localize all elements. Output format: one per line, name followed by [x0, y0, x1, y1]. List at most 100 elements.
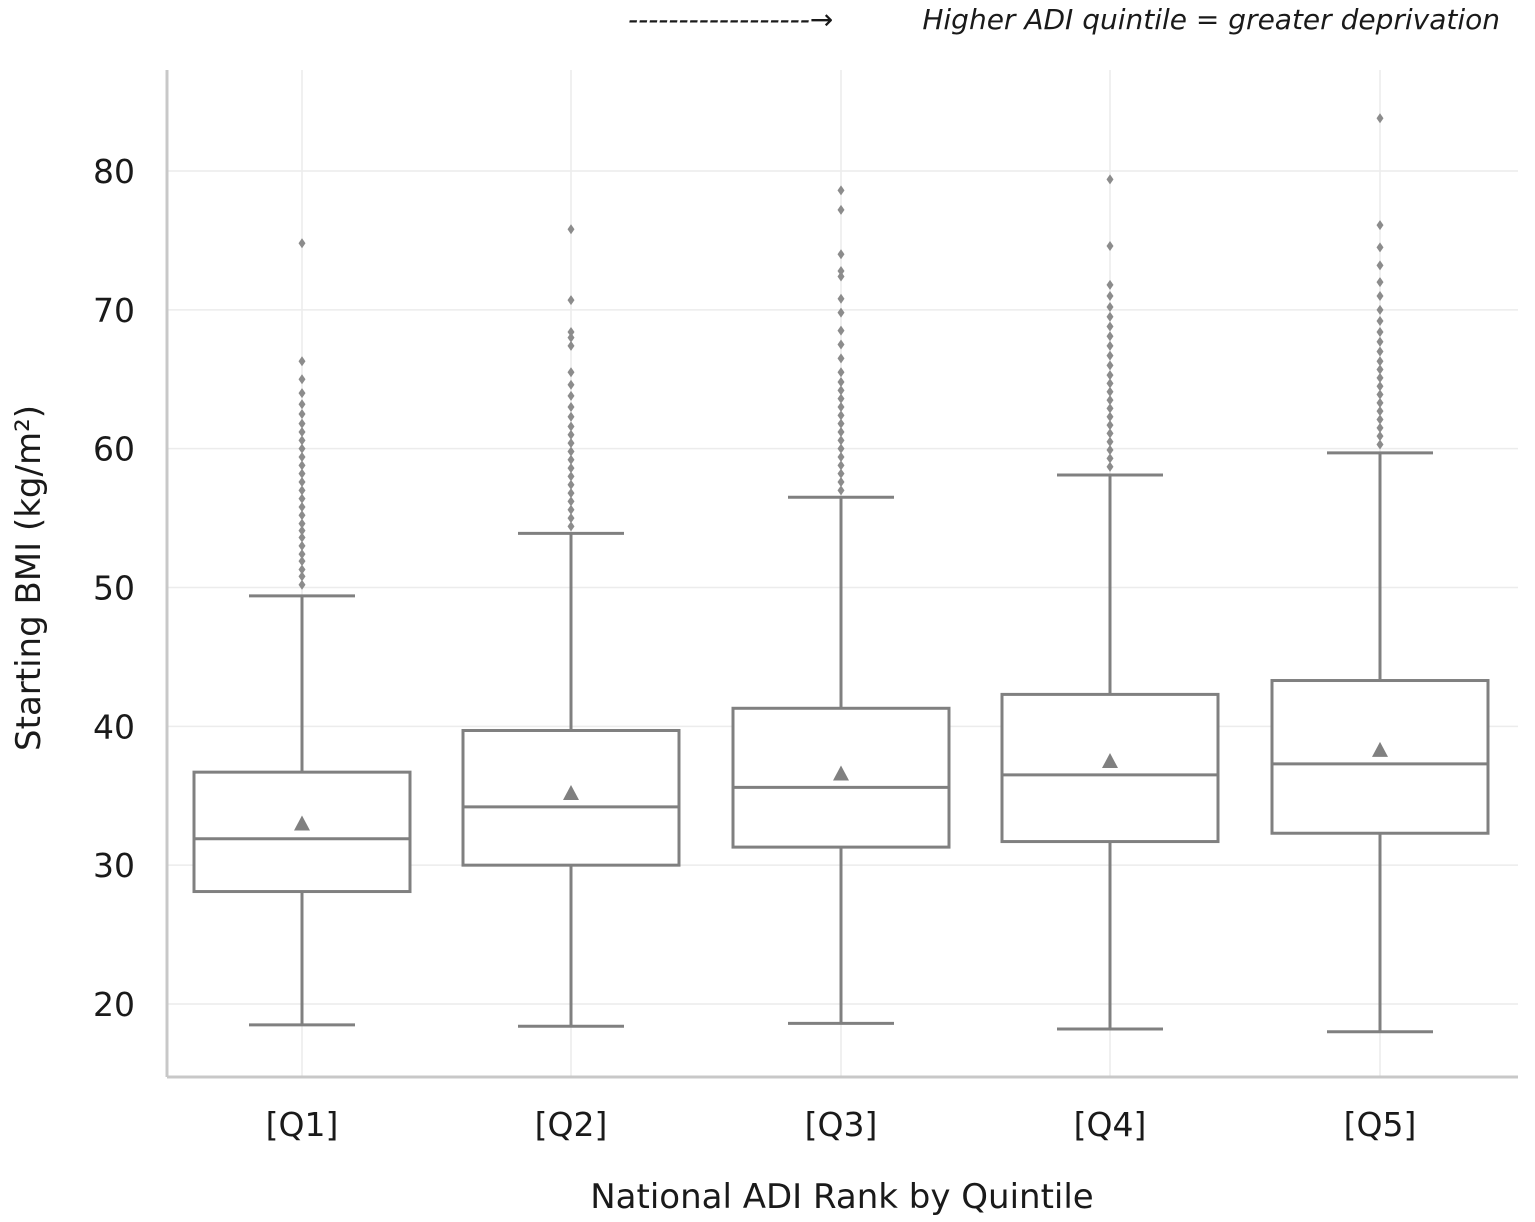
outlier-point [1106, 321, 1114, 332]
outlier-point [837, 185, 845, 196]
outlier-point [567, 379, 575, 390]
outlier-point [1376, 346, 1384, 357]
boxes [192, 113, 1490, 1034]
outlier-point [837, 410, 845, 421]
outlier-point [298, 556, 306, 567]
x-tick-label: [Q5] [1344, 1105, 1417, 1144]
outlier-point [1376, 389, 1384, 400]
outlier-point [1376, 406, 1384, 417]
y-axis-label: Starting BMI (kg/m²) [9, 405, 49, 751]
iqr-box [192, 770, 412, 894]
outlier-point [567, 496, 575, 507]
outlier-point [1376, 336, 1384, 347]
y-tick-label: 30 [93, 846, 135, 885]
deprivation-arrow: ------------------→ [628, 3, 833, 36]
outlier-point [567, 224, 575, 235]
mean-marker [1102, 753, 1118, 769]
outlier-point [567, 463, 575, 474]
y-tick-label: 60 [93, 430, 135, 469]
outlier-point [837, 443, 845, 454]
outlier-point [567, 340, 575, 351]
outlier-point [1376, 439, 1384, 450]
box-group-2 [461, 224, 681, 1028]
mean-marker [1372, 741, 1388, 757]
outlier-point [1376, 304, 1384, 315]
outlier-point [837, 377, 845, 388]
outlier-point [837, 418, 845, 429]
mean-marker [563, 784, 579, 800]
outlier-point [1106, 403, 1114, 414]
y-tick-label: 80 [93, 152, 135, 191]
mean-marker [833, 765, 849, 781]
outlier-point [837, 204, 845, 215]
outlier-point [1106, 461, 1114, 472]
outlier-point [837, 249, 845, 260]
outlier-point [1106, 420, 1114, 431]
x-tick-labels: [Q1] [Q2] [Q3] [Q4] [Q5] [266, 1105, 1417, 1144]
y-tick-label: 40 [93, 707, 135, 746]
outlier-point [1376, 242, 1384, 253]
outlier-point [298, 532, 306, 543]
outlier-point [837, 271, 845, 282]
y-tick-label: 70 [93, 291, 135, 330]
outlier-point [837, 353, 845, 364]
outlier-point [298, 388, 306, 399]
outlier-point [298, 525, 306, 536]
outlier-point [298, 374, 306, 385]
outlier-point [1106, 174, 1114, 185]
outlier-point [837, 265, 845, 276]
outlier-point [567, 454, 575, 465]
outlier-point [298, 435, 306, 446]
outlier-point [837, 402, 845, 413]
outlier-point [298, 510, 306, 521]
outlier-point [298, 493, 306, 504]
outlier-point [1106, 411, 1114, 422]
axes [165, 70, 1518, 1079]
outlier-point [1106, 378, 1114, 389]
outlier-point [1106, 428, 1114, 439]
outlier-point [1376, 381, 1384, 392]
outlier-point [1106, 370, 1114, 381]
outlier-point [837, 427, 845, 438]
box-group-4 [1000, 174, 1220, 1031]
outlier-point [298, 571, 306, 582]
outlier-point [1376, 422, 1384, 433]
box-group-3 [731, 185, 951, 1025]
outlier-point [298, 518, 306, 529]
outlier-point [1106, 340, 1114, 351]
outlier-point [567, 295, 575, 306]
outlier-point [1106, 240, 1114, 251]
outlier-point [837, 339, 845, 350]
outlier-point [298, 549, 306, 560]
outlier-point [1376, 431, 1384, 442]
x-tick-label: [Q1] [266, 1105, 339, 1144]
outlier-point [567, 332, 575, 343]
y-tick-labels: 20 30 40 50 60 70 80 [93, 152, 135, 1024]
outlier-point [837, 385, 845, 396]
outlier-point [298, 579, 306, 590]
outlier-point [1106, 360, 1114, 371]
outlier-point [567, 402, 575, 413]
outlier-point [298, 418, 306, 429]
outlier-point [298, 564, 306, 575]
outlier-point [1376, 113, 1384, 124]
outlier-point [837, 367, 845, 378]
outlier-point [1106, 395, 1114, 406]
outlier-point [1106, 445, 1114, 456]
outlier-point [1106, 290, 1114, 301]
outlier-point [298, 238, 306, 249]
x-tick-label: [Q2] [535, 1105, 608, 1144]
outlier-point [567, 471, 575, 482]
outlier-point [567, 411, 575, 422]
outlier-point [837, 468, 845, 479]
y-tick-label: 20 [93, 985, 135, 1024]
outlier-point [298, 476, 306, 487]
outlier-point [567, 390, 575, 401]
box-group-1 [192, 238, 412, 1027]
outlier-point [837, 393, 845, 404]
box-group-5 [1270, 113, 1490, 1034]
outlier-point [567, 429, 575, 440]
outlier-point [567, 488, 575, 499]
outlier-point [567, 504, 575, 515]
